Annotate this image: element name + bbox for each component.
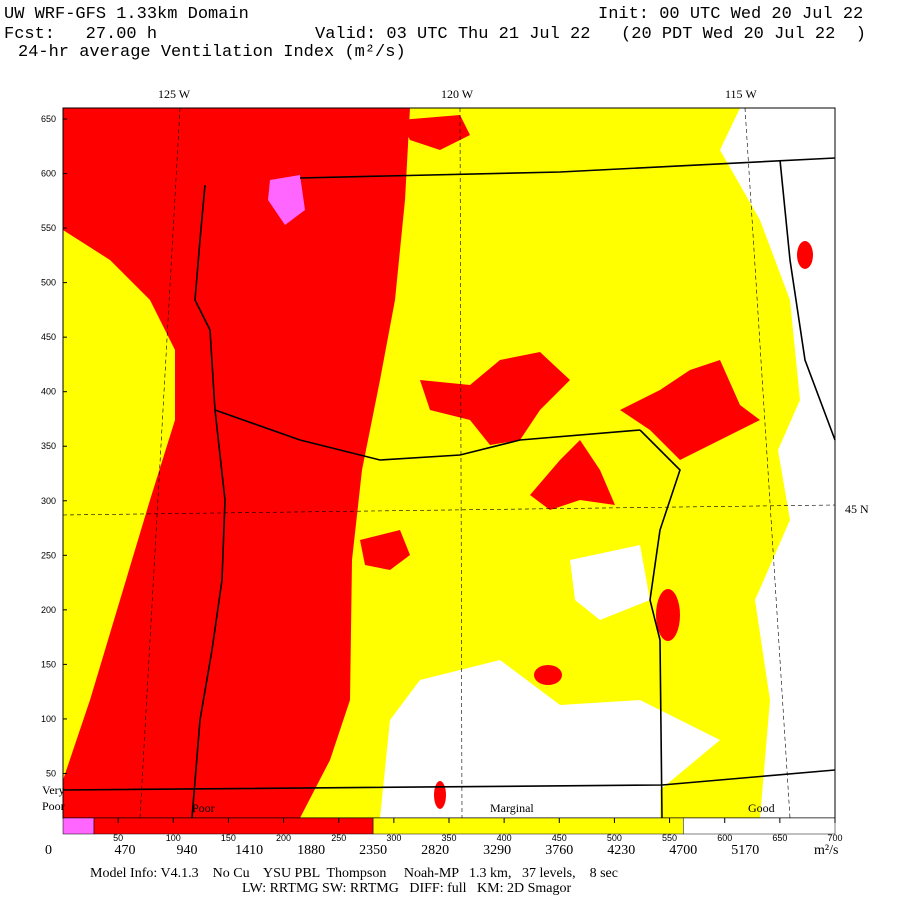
colorbar-tick-label: 0 bbox=[45, 843, 52, 858]
y-tick-label: 600 bbox=[41, 169, 56, 179]
x-tick-label: 600 bbox=[717, 833, 732, 843]
y-tick-label: 250 bbox=[41, 550, 56, 560]
y-tick-label: 50 bbox=[46, 768, 56, 778]
field-name: 24-hr average Ventilation Index (m²/s) bbox=[18, 43, 406, 62]
lon-label: 120 W bbox=[441, 87, 474, 101]
y-tick-label: 150 bbox=[41, 659, 56, 669]
x-tick-label: 650 bbox=[772, 833, 787, 843]
low-ventilation-area bbox=[797, 241, 813, 269]
footer-line: Model Info: V4.1.3 No Cu YSU PBL Thompso… bbox=[90, 866, 618, 881]
low-ventilation-area bbox=[530, 440, 615, 510]
lon-label: 115 W bbox=[725, 87, 757, 101]
low-ventilation-area bbox=[620, 360, 760, 460]
very-low-ventilation-area bbox=[268, 175, 305, 225]
colorbar-tick-label: 470 bbox=[115, 843, 136, 858]
lat-label: 45 N bbox=[845, 502, 869, 516]
colorbar-tick-label: 4230 bbox=[607, 843, 635, 858]
border bbox=[214, 409, 641, 461]
unit-label: m²/s bbox=[814, 843, 838, 858]
colorbar-tick-label: 3760 bbox=[545, 843, 573, 858]
longitude-line bbox=[459, 107, 463, 819]
low-ventilation-area bbox=[420, 352, 570, 445]
x-tick-label: 250 bbox=[331, 833, 346, 843]
latitude-line bbox=[62, 504, 836, 516]
colorbar-tick-label: 2820 bbox=[421, 843, 449, 858]
category-label: Marginal bbox=[490, 801, 534, 815]
x-tick-label: 400 bbox=[497, 833, 512, 843]
border bbox=[779, 159, 836, 441]
high-ventilation-area bbox=[570, 545, 650, 620]
y-tick-label: 300 bbox=[41, 496, 56, 506]
colorbar-tick-label: 2350 bbox=[359, 843, 387, 858]
colorbar-segment bbox=[93, 817, 374, 835]
y-tick-label: 650 bbox=[41, 114, 56, 124]
category-label: Very bbox=[42, 783, 65, 797]
category-label: Poor bbox=[42, 799, 65, 813]
x-tick-label: 700 bbox=[827, 833, 842, 843]
colorbar-segment bbox=[682, 817, 836, 835]
low-ventilation-area bbox=[656, 589, 680, 641]
x-tick-label: 150 bbox=[221, 833, 236, 843]
low-ventilation-area bbox=[360, 530, 410, 570]
border bbox=[299, 157, 836, 179]
colorbar-tick-label: 3290 bbox=[483, 843, 511, 858]
low-ventilation-area bbox=[534, 665, 562, 685]
lon-label: 125 W bbox=[158, 87, 191, 101]
colorbar-tick-label: 940 bbox=[177, 843, 198, 858]
x-tick-label: 300 bbox=[386, 833, 401, 843]
colorbar-tick-label: 5170 bbox=[731, 843, 759, 858]
low-ventilation-area bbox=[434, 781, 446, 809]
valid-time: Valid: 03 UTC Thu 21 Jul 22 (20 PDT Wed … bbox=[315, 25, 866, 44]
low-ventilation-area bbox=[400, 115, 470, 150]
x-tick-label: 350 bbox=[441, 833, 456, 843]
y-tick-label: 200 bbox=[41, 605, 56, 615]
y-tick-label: 400 bbox=[41, 387, 56, 397]
x-tick-label: 550 bbox=[662, 833, 677, 843]
category-label: Good bbox=[748, 801, 775, 815]
coastline bbox=[191, 184, 226, 819]
y-tick-label: 100 bbox=[41, 714, 56, 724]
x-tick-label: 200 bbox=[276, 833, 291, 843]
high-ventilation-area bbox=[380, 660, 720, 818]
y-tick-label: 350 bbox=[41, 441, 56, 451]
border bbox=[62, 769, 836, 791]
y-tick-label: 550 bbox=[41, 223, 56, 233]
high-ventilation-area bbox=[720, 108, 835, 818]
footer-line: LW: RRTMG SW: RRTMG DIFF: full KM: 2D Sm… bbox=[242, 881, 571, 896]
x-tick-label: 100 bbox=[166, 833, 181, 843]
category-label: Poor bbox=[192, 801, 215, 815]
x-tick-label: 500 bbox=[607, 833, 622, 843]
colorbar-tick-label: 1410 bbox=[235, 843, 263, 858]
y-tick-label: 500 bbox=[41, 278, 56, 288]
title: UW WRF-GFS 1.33km Domain bbox=[4, 5, 249, 24]
forecast-hour: Fcst: 27.00 h bbox=[4, 25, 157, 44]
colorbar-segment bbox=[62, 817, 95, 835]
init-time: Init: 00 UTC Wed 20 Jul 22 bbox=[598, 5, 863, 24]
colorbar-segment bbox=[372, 817, 684, 835]
x-tick-label: 450 bbox=[552, 833, 567, 843]
y-tick-label: 450 bbox=[41, 332, 56, 342]
colorbar-tick-label: 1880 bbox=[297, 843, 325, 858]
map bbox=[62, 107, 836, 819]
colorbar-tick-label: 4700 bbox=[669, 843, 697, 858]
x-tick-label: 50 bbox=[113, 833, 123, 843]
border bbox=[639, 429, 681, 819]
